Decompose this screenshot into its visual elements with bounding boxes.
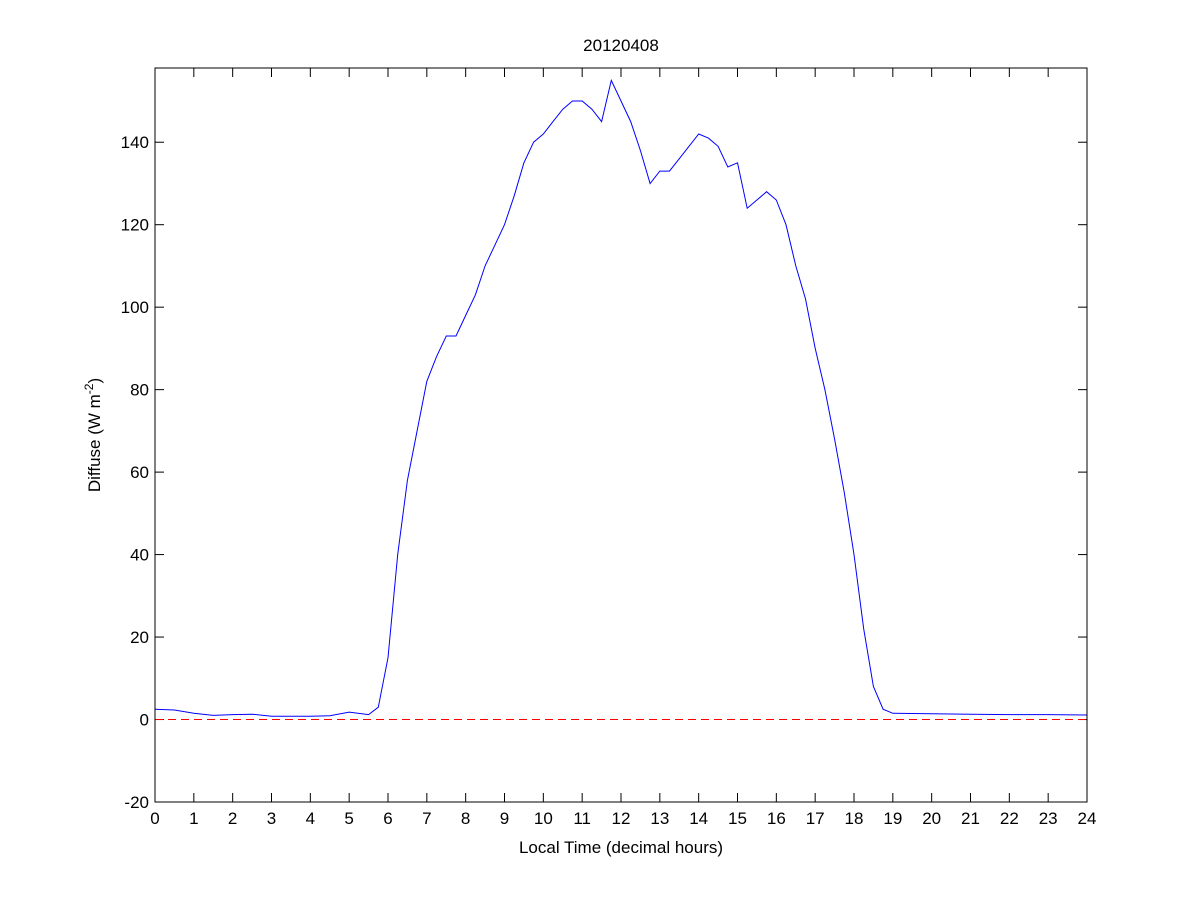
x-tick-label: 1 xyxy=(189,809,198,828)
y-tick-label: 120 xyxy=(121,216,149,235)
plot-area-border xyxy=(154,67,1088,803)
y-tick-label: 140 xyxy=(121,133,149,152)
x-tick-label: 24 xyxy=(1078,809,1097,828)
x-tick-label: 11 xyxy=(573,809,591,828)
x-tick-label: 19 xyxy=(883,809,902,828)
x-tick-label: 16 xyxy=(767,809,786,828)
x-tick-label: 18 xyxy=(845,809,864,828)
y-tick-label: 60 xyxy=(130,463,149,482)
x-tick-label: 3 xyxy=(267,809,276,828)
x-axis-label: Local Time (decimal hours) xyxy=(519,838,723,857)
x-tick-label: 23 xyxy=(1039,809,1058,828)
series-line xyxy=(154,78,1088,717)
x-tick-label: 0 xyxy=(150,809,159,828)
y-tick-label: 0 xyxy=(140,711,149,730)
x-tick-label: 21 xyxy=(961,809,980,828)
y-tick-label: 20 xyxy=(130,628,149,647)
x-tick-label: 14 xyxy=(689,809,708,828)
x-tick-label: 5 xyxy=(344,809,353,828)
x-tick-label: 4 xyxy=(306,809,315,828)
x-tick-label: 13 xyxy=(650,809,669,828)
x-tick-label: 10 xyxy=(534,809,553,828)
x-tick-label: 6 xyxy=(383,809,392,828)
x-tick-label: 9 xyxy=(500,809,509,828)
ticks: 0 1 2 3 4 5 6 7 8 9 10 11 12 13 14 15 16 17 18 19 20 21 22 23 24… xyxy=(121,68,1097,828)
y-axis-label: Diffuse (W m-2) xyxy=(82,378,104,492)
x-tick-label: 2 xyxy=(228,809,237,828)
x-tick-label: 15 xyxy=(728,809,747,828)
x-tick-label: 12 xyxy=(612,809,631,828)
x-tick-label: 7 xyxy=(422,809,431,828)
y-tick-label: 40 xyxy=(130,546,149,565)
y-tick-label: 80 xyxy=(130,381,149,400)
x-tick-label: 20 xyxy=(922,809,941,828)
x-tick-label: 17 xyxy=(806,809,825,828)
x-tick-label: 22 xyxy=(1000,809,1019,828)
y-tick-label: 100 xyxy=(121,298,149,317)
x-tick-label: 8 xyxy=(461,809,470,828)
y-tick-label: -20 xyxy=(124,793,149,812)
chart-title: 20120408 xyxy=(583,36,659,55)
